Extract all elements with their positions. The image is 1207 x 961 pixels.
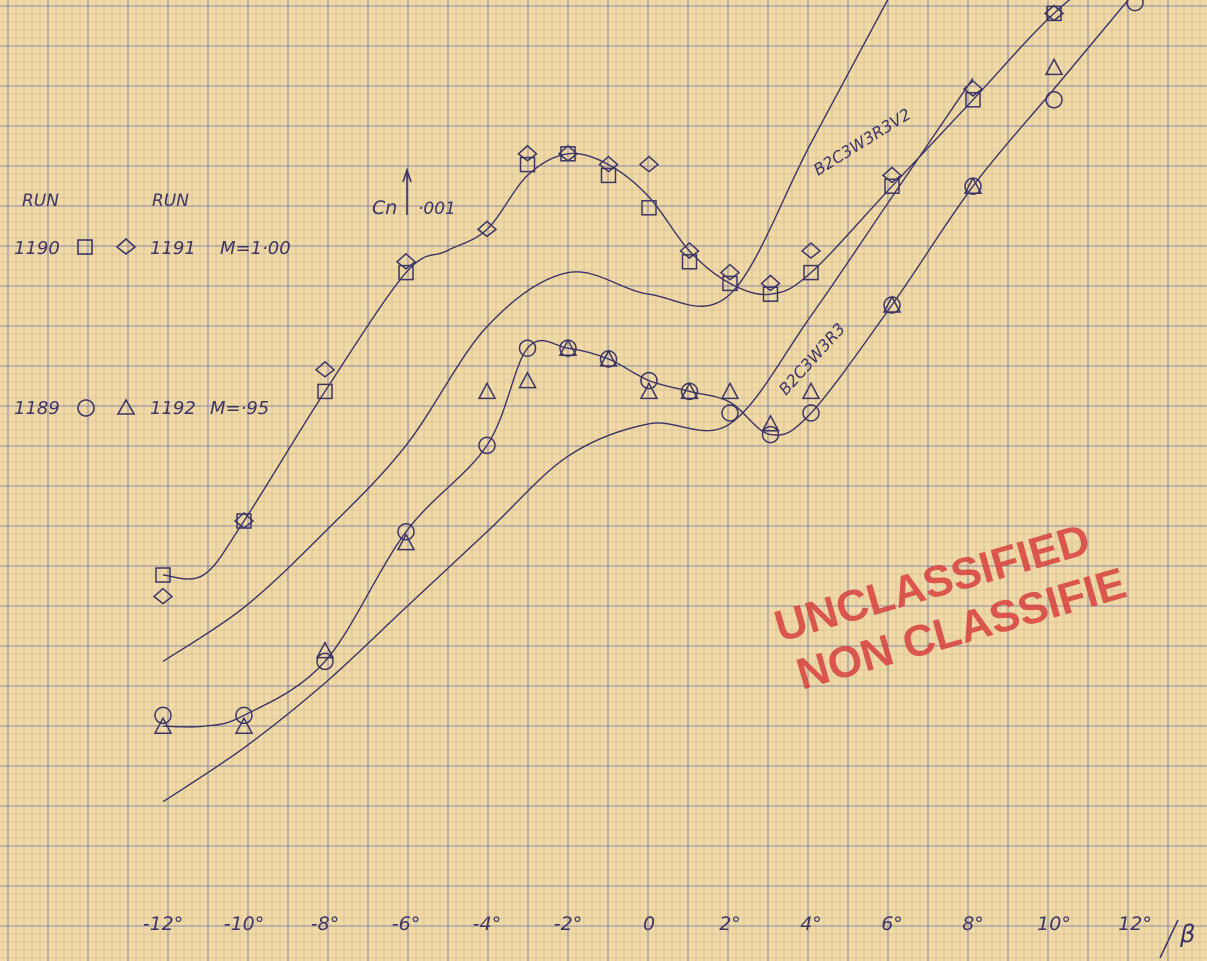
square-marker <box>681 254 698 270</box>
diamond-marker <box>557 144 579 162</box>
legend-diamond-marker <box>115 237 137 256</box>
x-tick-label: 4° <box>800 913 822 935</box>
circle-marker <box>761 425 780 444</box>
legend-triangle-marker <box>116 398 136 415</box>
legend-condition-m100: M=1·00 <box>220 238 291 259</box>
circle-marker <box>316 652 334 671</box>
y-axis-scale: ·001 <box>418 199 456 219</box>
circle-marker <box>640 371 658 390</box>
square-marker <box>155 567 171 583</box>
triangle-marker <box>234 716 254 734</box>
diamond-marker <box>679 241 700 259</box>
x-tick-label: -6° <box>392 913 420 935</box>
legend-circle-marker <box>77 399 95 417</box>
x-tick-label: -10° <box>224 913 265 935</box>
triangle-marker <box>477 381 497 400</box>
diamond-marker <box>476 220 498 238</box>
legend-header-run-b: RUN <box>152 191 189 211</box>
fit-curve-m100 <box>162 0 1071 580</box>
fit-curve-m95 <box>162 0 1130 728</box>
triangle-marker <box>963 176 983 194</box>
square-marker <box>722 275 738 292</box>
square-marker <box>803 264 819 281</box>
diamond-marker <box>152 587 174 605</box>
x-tick-label: 8° <box>962 913 984 935</box>
x-tick-label: 12° <box>1118 913 1152 935</box>
reference-curve-v2 <box>162 0 889 662</box>
diamond-marker <box>395 252 417 270</box>
triangle-marker <box>518 371 537 389</box>
circle-marker <box>518 339 537 357</box>
triangle-marker <box>315 641 335 659</box>
legend-header-run-a: RUN <box>22 191 59 211</box>
circle-marker <box>235 706 253 725</box>
x-tick-label: 0 <box>643 913 655 935</box>
circle-marker <box>721 404 739 422</box>
circle-marker <box>1126 0 1144 12</box>
y-axis-title: Cn <box>372 197 397 219</box>
circle-marker <box>397 523 415 541</box>
diamond-marker <box>598 155 619 173</box>
legend-condition-m95: M=·95 <box>210 398 269 419</box>
triangle-marker <box>1044 57 1064 76</box>
x-tick-label: -12° <box>143 913 184 935</box>
diamond-marker <box>719 263 741 281</box>
diamond-marker <box>1043 4 1065 22</box>
square-marker <box>398 264 414 281</box>
x-axis-title: β <box>1179 920 1195 948</box>
y-axis-label: Cn ·001 <box>372 167 456 219</box>
square-marker <box>762 286 779 302</box>
legend-run-1189: 1189 <box>14 398 60 419</box>
diamond-marker <box>800 241 822 259</box>
legend-run-1190: 1190 <box>14 238 60 259</box>
triangle-marker <box>761 414 780 432</box>
square-marker <box>965 92 981 108</box>
diamond-marker <box>517 144 538 162</box>
circle-marker <box>154 706 172 725</box>
square-marker <box>519 156 536 173</box>
square-marker <box>884 178 900 194</box>
markers <box>152 0 1144 734</box>
x-tick-label: -4° <box>473 913 501 935</box>
stamp: UNCLASSIFIED NON CLASSIFIE <box>769 515 1131 699</box>
reference-curve-base <box>162 77 974 803</box>
circle-marker <box>802 404 820 422</box>
x-tick-labels: -12° -10° -8° -6° -4° -2° 0 2° 4° 6° 8° 10° 12° <box>143 913 1152 935</box>
x-tick-label: -2° <box>554 913 582 935</box>
triangle-marker <box>680 381 699 400</box>
diamond-marker <box>638 155 660 173</box>
circle-marker <box>478 436 496 455</box>
diamond-marker <box>760 274 781 292</box>
triangle-marker <box>882 295 902 313</box>
triangle-marker <box>396 533 416 551</box>
legend: RUN RUN 1190 1191 M=1·00 1189 1192 M=·95 <box>14 191 291 419</box>
triangle-marker <box>153 716 173 734</box>
diamond-marker <box>314 360 336 378</box>
triangle-marker <box>558 338 578 356</box>
square-marker <box>600 167 617 184</box>
x-tick-label: 6° <box>881 913 903 935</box>
square-marker <box>317 383 333 400</box>
x-tick-label: 10° <box>1037 913 1071 935</box>
triangle-marker <box>801 381 821 400</box>
x-tick-label: -8° <box>311 913 339 935</box>
legend-run-1192: 1192 <box>150 398 196 419</box>
diamond-marker <box>233 511 255 529</box>
square-marker <box>641 200 657 216</box>
x-tick-label: 2° <box>719 913 741 935</box>
curves <box>162 0 1130 803</box>
legend-square-marker <box>77 239 93 255</box>
diamond-marker <box>881 166 903 184</box>
triangle-marker <box>639 381 659 400</box>
diamond-marker <box>962 79 984 97</box>
legend-run-1191: 1191 <box>150 238 196 259</box>
circle-marker <box>1045 91 1063 109</box>
triangle-marker <box>599 349 618 367</box>
triangle-marker <box>720 381 740 400</box>
x-axis-title-stroke <box>1159 919 1179 959</box>
